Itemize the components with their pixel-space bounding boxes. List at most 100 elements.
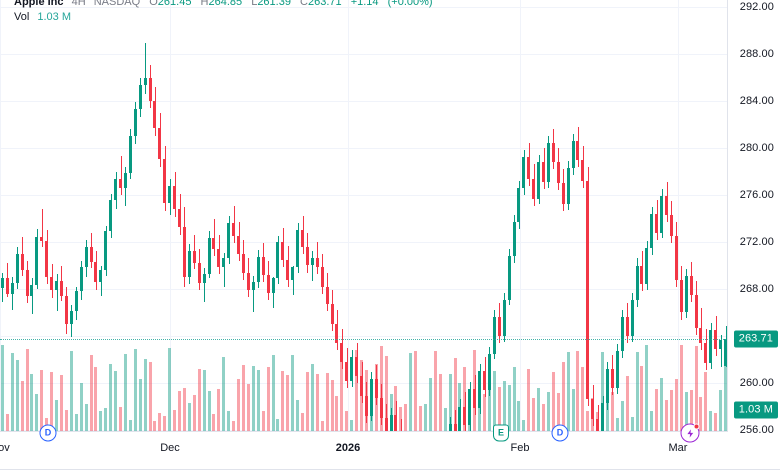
candle-body — [252, 281, 255, 291]
alert-bolt-marker-glyph — [680, 423, 700, 443]
price-axis-tick: 288.00 — [739, 48, 774, 60]
price-axis[interactable]: 292.00 288.00 284.00 280.00 276.00 272.00 268.… — [727, 0, 780, 451]
candle-body — [704, 343, 707, 364]
candle-body — [35, 237, 38, 286]
volume-bar — [503, 381, 506, 432]
volume-bar — [237, 378, 240, 432]
candle-body — [547, 143, 550, 183]
volume-bar — [434, 350, 437, 432]
volume-bar — [109, 364, 112, 432]
volume-bar — [631, 416, 634, 432]
volume-bar — [680, 345, 683, 432]
time-axis-label: Dec — [160, 442, 180, 454]
volume-bar — [621, 400, 624, 432]
grid-line-vertical — [678, 0, 679, 432]
volume-bar — [454, 358, 457, 432]
candle-body — [45, 240, 48, 278]
last-price-badge[interactable]: 263.71 — [733, 330, 778, 348]
candle-body — [321, 266, 324, 287]
candle-body — [572, 140, 575, 168]
candle-body — [188, 251, 191, 278]
volume-bar — [30, 374, 33, 432]
volume-bar — [399, 407, 402, 432]
candle-body — [394, 414, 397, 434]
candle-body — [655, 213, 658, 233]
volume-bar — [99, 411, 102, 432]
volume-bar — [16, 360, 19, 432]
alert-bolt-marker[interactable] — [680, 423, 700, 443]
candle-body — [473, 388, 476, 408]
volume-bar — [439, 373, 442, 432]
volume-bar — [296, 400, 299, 432]
volume-bar — [626, 375, 629, 432]
grid-line-vertical — [520, 0, 521, 432]
time-axis[interactable]: Nov Dec 2026 Feb Mar — [0, 431, 728, 470]
volume-bar — [188, 402, 191, 432]
candle-body — [326, 286, 329, 305]
volume-bar — [636, 351, 639, 432]
dividend-marker[interactable]: D — [551, 424, 569, 442]
volume-bar — [429, 378, 432, 432]
candle-body — [109, 199, 112, 232]
volume-bar — [60, 374, 63, 432]
volume-bar — [173, 409, 176, 432]
price-axis-tick: 272.00 — [739, 236, 774, 248]
volume-bar — [513, 367, 516, 432]
candle-body — [149, 77, 152, 101]
candle-body — [316, 258, 319, 267]
candle-body — [611, 368, 614, 388]
volume-bar — [124, 353, 127, 432]
candle-body — [645, 247, 648, 285]
volume-bar — [158, 412, 161, 432]
candle-body — [267, 274, 270, 293]
candle-wick — [253, 276, 254, 313]
volume-bar — [695, 346, 698, 432]
volume-bar — [262, 410, 265, 432]
volume-bar — [714, 413, 717, 432]
grid-line — [0, 383, 728, 384]
candle-body — [552, 143, 555, 163]
volume-bar — [355, 349, 358, 432]
candle-body — [65, 296, 68, 325]
volume-bar — [449, 374, 452, 432]
candle-body — [222, 258, 225, 267]
candle-body — [375, 379, 378, 399]
volume-bar — [65, 410, 68, 432]
candle-body — [537, 162, 540, 199]
candle-wick — [721, 334, 722, 367]
grid-line — [0, 242, 728, 243]
candle-body — [522, 157, 525, 188]
volume-bar — [212, 414, 215, 432]
candle-body — [203, 273, 206, 284]
grid-layer — [0, 0, 728, 432]
volume-bar — [168, 348, 171, 432]
volume-bar — [685, 392, 688, 432]
volume-bar — [616, 418, 619, 432]
volume-bar — [645, 345, 648, 432]
volume-bar — [55, 400, 58, 432]
volume-bar — [670, 390, 673, 432]
volume-bar — [316, 374, 319, 432]
price-axis-tick: 260.00 — [739, 377, 774, 389]
volume-bar — [660, 378, 663, 432]
dividend-marker[interactable]: D — [39, 424, 57, 442]
volume-badge[interactable]: 1.03 M — [733, 401, 778, 419]
grid-line-vertical — [0, 0, 1, 432]
candle-wick — [12, 277, 13, 311]
volume-bar — [222, 356, 225, 432]
grid-line — [0, 430, 728, 431]
earnings-marker[interactable]: E — [493, 424, 509, 442]
candle-body — [670, 214, 673, 237]
candle-body — [355, 357, 358, 376]
candle-wick — [204, 267, 205, 302]
volume-bar — [331, 380, 334, 432]
candle-body — [527, 157, 530, 179]
candle-body — [257, 257, 260, 282]
candle-body — [26, 270, 29, 297]
candle-body — [621, 317, 624, 352]
candle-body — [198, 263, 201, 284]
candle-body — [70, 311, 73, 325]
price-pane[interactable] — [0, 0, 728, 470]
grid-line-vertical — [348, 0, 349, 432]
volume-bar — [193, 395, 196, 432]
